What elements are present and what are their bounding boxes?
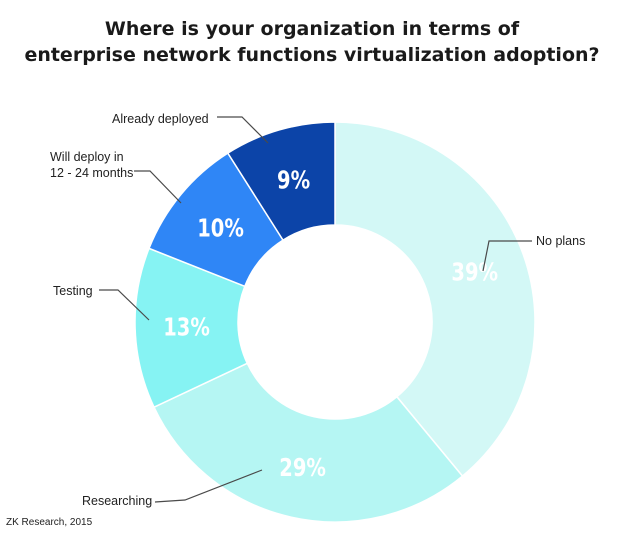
slice-already-deployed bbox=[226, 121, 336, 242]
chart-title: Where is your organization in terms of e… bbox=[0, 16, 624, 68]
value-labels: 39% 29% 13% 10% 9% bbox=[163, 166, 498, 483]
value-label-researching: 29% bbox=[279, 454, 326, 483]
category-label-will-deploy: Will deploy in 12 - 24 months bbox=[50, 150, 133, 180]
category-label-no-plans: No plans bbox=[536, 234, 585, 248]
slice-no-plans bbox=[334, 121, 536, 478]
leader-line-testing bbox=[99, 289, 150, 321]
leader-lines bbox=[99, 116, 532, 503]
category-label-already-deployed: Already deployed bbox=[112, 112, 209, 126]
category-label-line: Already deployed bbox=[112, 112, 209, 126]
value-label-already-deployed: 9% bbox=[277, 166, 310, 195]
donut-slices bbox=[134, 121, 536, 523]
category-label-line: No plans bbox=[536, 234, 585, 248]
category-label-line: Researching bbox=[82, 494, 152, 508]
category-label-line: Will deploy in bbox=[50, 150, 124, 164]
chart-title-line-1: Where is your organization in terms of bbox=[104, 18, 520, 40]
source-note: ZK Research, 2015 bbox=[6, 517, 93, 528]
category-label-researching: Researching bbox=[82, 494, 152, 508]
leader-line-no-plans bbox=[482, 240, 532, 272]
category-label-line: Testing bbox=[53, 284, 93, 298]
leader-line-will-deploy bbox=[134, 170, 182, 204]
leader-line-researching bbox=[154, 469, 263, 503]
category-label-testing: Testing bbox=[53, 284, 93, 298]
leader-line-already-deployed bbox=[217, 116, 269, 144]
category-label-line: 12 - 24 months bbox=[50, 166, 133, 180]
value-label-no-plans: 39% bbox=[451, 258, 498, 287]
value-label-testing: 13% bbox=[163, 313, 210, 342]
value-label-will-deploy: 10% bbox=[197, 214, 244, 243]
chart-title-line-2: enterprise network functions virtualizat… bbox=[24, 44, 600, 66]
category-labels: No plans Researching Testing Will deploy in… bbox=[50, 112, 585, 508]
